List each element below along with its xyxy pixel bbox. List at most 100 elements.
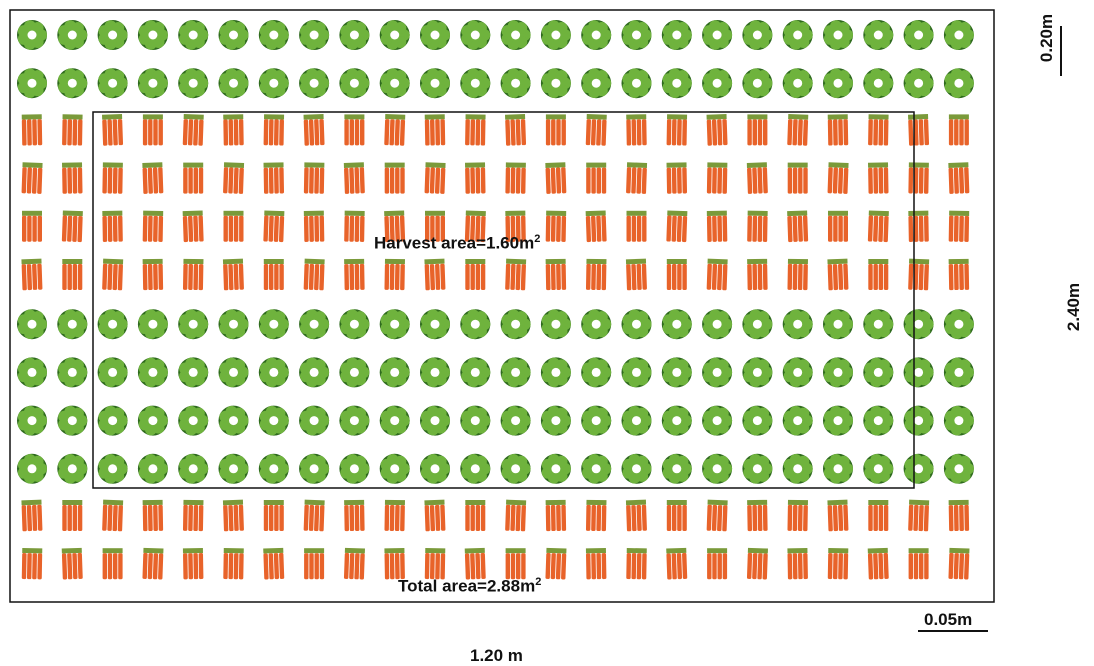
carrot-bunch <box>102 258 124 291</box>
lettuce-plant <box>702 405 733 436</box>
carrot-bunch <box>142 547 164 580</box>
lettuce-plant <box>621 405 652 436</box>
lettuce-plant <box>339 309 370 340</box>
carrot-bunch <box>102 162 123 194</box>
carrot-bunch <box>585 548 607 580</box>
carrot-bunch <box>867 547 889 580</box>
carrot-bunch <box>706 210 728 242</box>
row-spacing-scale-label: 0.20m <box>1037 13 1056 63</box>
lettuce-plant <box>17 20 47 50</box>
lettuce-plant <box>339 68 370 99</box>
carrot-bunch <box>908 114 930 146</box>
carrot-bunch <box>746 547 768 580</box>
lettuce-plant <box>137 309 168 340</box>
lettuce-plant <box>540 309 571 340</box>
carrot-bunch <box>706 258 728 291</box>
lettuce-plant <box>782 20 813 50</box>
lettuce-plant <box>178 405 209 436</box>
lettuce-plant <box>299 405 330 436</box>
carrot-bunch <box>666 259 687 290</box>
carrot-bunch <box>303 499 325 532</box>
lettuce-plant <box>420 357 450 388</box>
lettuce-plant <box>742 20 773 50</box>
carrot-bunch <box>747 210 768 242</box>
carrot-bunch <box>61 547 83 580</box>
carrot-bunch <box>908 162 929 194</box>
lettuce-plant <box>137 20 168 50</box>
carrot-bunch <box>21 162 43 194</box>
lettuce-plant <box>178 357 209 388</box>
carrot-bunch <box>666 162 688 194</box>
lettuce-plant <box>97 309 128 340</box>
harvest-area-label: Harvest area=1.60m2 <box>374 233 541 253</box>
carrot-bunch <box>545 210 567 242</box>
lettuce-plant <box>782 453 813 484</box>
lettuce-plant <box>178 20 209 50</box>
carrot-bunch <box>142 499 164 532</box>
lettuce-plant <box>943 453 974 484</box>
plot-height-label: 2.40m <box>1064 282 1083 332</box>
carrot-bunch <box>585 258 607 291</box>
lettuce-plant <box>379 453 410 484</box>
carrot-bunch <box>142 258 164 291</box>
carrot-bunch <box>787 210 809 243</box>
carrot-bunch <box>625 499 647 532</box>
lettuce-plant <box>17 453 47 484</box>
lettuce-plant <box>903 68 934 99</box>
lettuce-plant <box>742 453 773 484</box>
carrot-bunch <box>908 210 929 242</box>
lettuce-plant <box>702 357 733 388</box>
lettuce-plant <box>299 309 330 340</box>
carrot-bunch <box>706 499 728 532</box>
carrot-bunch <box>827 114 849 146</box>
lettuce-plant <box>57 405 88 436</box>
carrot-bunch <box>868 259 889 290</box>
row-spacing-scale-bar <box>1060 26 1062 76</box>
lettuce-plant <box>661 405 692 436</box>
carrot-bunch <box>303 162 325 194</box>
lettuce-plant <box>420 405 450 436</box>
lettuce-plant <box>782 357 813 388</box>
lettuce-plant <box>178 68 209 99</box>
lettuce-plant <box>540 357 571 388</box>
lettuce-plant <box>299 68 330 99</box>
lettuce-plant <box>661 357 692 388</box>
carrot-bunch <box>666 500 687 531</box>
lettuce-plant <box>581 20 612 50</box>
lettuce-plant <box>943 309 974 340</box>
lettuce-plant <box>57 20 88 50</box>
lettuce-plant <box>57 309 88 340</box>
lettuce-plant <box>57 357 88 388</box>
carrot-bunch <box>505 114 527 146</box>
lettuce-plant <box>17 309 47 340</box>
carrot-bunch <box>424 114 446 146</box>
carrot-bunch <box>263 259 284 290</box>
carrot-bunch <box>545 499 567 532</box>
lettuce-plant <box>702 453 733 484</box>
lettuce-plant <box>137 405 168 436</box>
carrot-bunch <box>465 500 486 531</box>
lettuce-plant <box>863 357 894 388</box>
lettuce-plant <box>420 68 450 99</box>
lettuce-plant <box>823 20 853 50</box>
carrot-bunch <box>625 258 647 291</box>
carrot-bunch <box>384 114 406 146</box>
carrot-bunch <box>747 114 768 146</box>
carrot-bunch <box>62 162 83 194</box>
lettuce-plant <box>460 405 491 436</box>
lettuce-plant <box>97 405 128 436</box>
lettuce-plant <box>379 309 410 340</box>
carrot-bunch <box>182 210 204 243</box>
lettuce-plant <box>661 68 692 99</box>
carrot-bunch <box>344 258 365 291</box>
carrot-bunch <box>263 547 285 580</box>
lettuce-plant <box>540 453 571 484</box>
carrot-bunch <box>585 114 607 146</box>
carrot-bunch <box>747 499 768 532</box>
carrot-bunch <box>948 258 970 291</box>
lettuce-plant <box>460 20 491 50</box>
lettuce-plant <box>863 20 894 50</box>
lettuce-plant <box>258 405 289 436</box>
carrot-bunch <box>545 547 567 580</box>
lettuce-plant <box>742 357 773 388</box>
